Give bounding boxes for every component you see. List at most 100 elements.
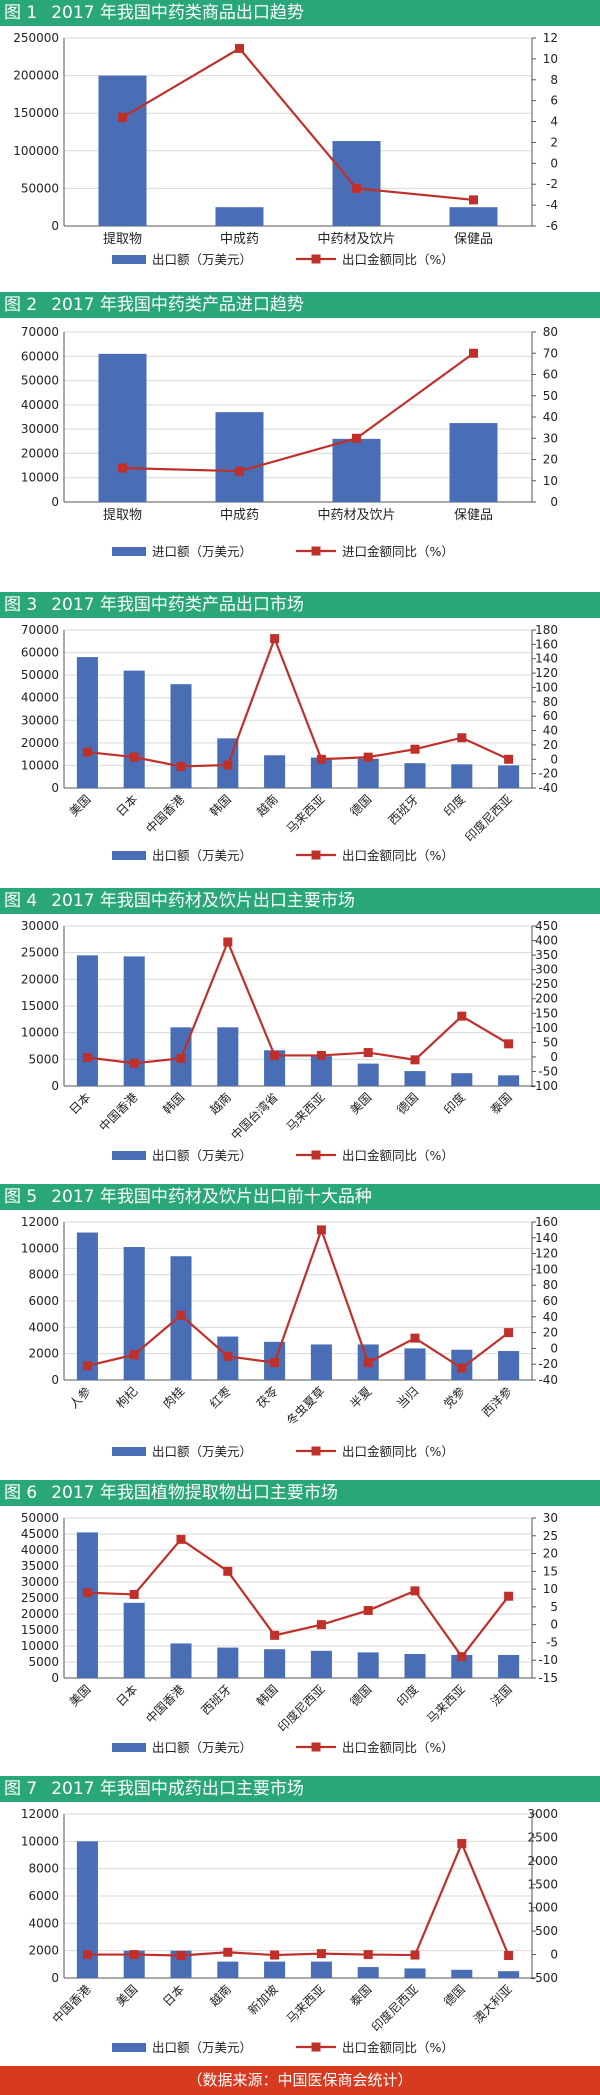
bar bbox=[404, 1348, 426, 1380]
left-tick-label: 30000 bbox=[21, 422, 59, 436]
bar bbox=[264, 755, 286, 788]
category-label: 马来西亚 bbox=[284, 1982, 328, 2026]
category-label: 印度 bbox=[440, 792, 468, 820]
figure-2-header: 图 2 2017 年我国中药类产品进口趋势 bbox=[0, 292, 600, 318]
bar bbox=[123, 1247, 145, 1380]
left-tick-label: 12000 bbox=[21, 1807, 59, 1821]
line-point bbox=[270, 1050, 280, 1060]
left-tick-label: 8000 bbox=[28, 1862, 59, 1876]
category-label: 中国香港 bbox=[143, 1682, 188, 1727]
category-label: 红枣 bbox=[206, 1384, 234, 1412]
category-label: 保健品 bbox=[454, 232, 493, 247]
bar bbox=[170, 1950, 192, 1978]
legend-line-marker bbox=[311, 850, 321, 860]
right-tick-label: 200 bbox=[535, 992, 558, 1006]
category-label: 日本 bbox=[113, 792, 140, 819]
right-tick-label: -40 bbox=[538, 1373, 558, 1387]
line-point bbox=[410, 1950, 420, 1960]
bar bbox=[357, 1967, 379, 1978]
left-tick-label: 15000 bbox=[21, 1623, 59, 1637]
left-tick-label: 0 bbox=[51, 1373, 59, 1387]
figure-5-panel: 图 5 2017 年我国中药材及饮片出口前十大品种 0 2000 4000 6000 80… bbox=[0, 1184, 600, 1466]
right-tick-label: -500 bbox=[531, 1971, 558, 1985]
legend-bar-label: 出口额（万美元） bbox=[152, 2040, 252, 2055]
category-label: 澳大利亚 bbox=[471, 1982, 515, 2026]
figure-6-chart: 0 5000 10000 15000 20000 25000 30000 35000 40000… bbox=[21, 1511, 558, 1755]
right-tick-label: 3000 bbox=[527, 1807, 558, 1821]
bar bbox=[76, 1532, 98, 1678]
right-tick-label: 100 bbox=[535, 680, 558, 694]
right-tick-label: 300 bbox=[535, 963, 558, 977]
category-label: 韩国 bbox=[253, 1682, 281, 1710]
figure-2-title: 2017 年我国中药类产品进口趋势 bbox=[51, 295, 304, 315]
figure-3-title: 2017 年我国中药类产品出口市场 bbox=[51, 595, 304, 615]
left-tick-label: 20000 bbox=[21, 1607, 59, 1621]
figure-3-chart: 0 10000 20000 30000 40000 50000 60000 70000 -40-… bbox=[21, 623, 558, 863]
category-label: 保健品 bbox=[454, 508, 493, 523]
left-tick-label: 10000 bbox=[21, 1026, 59, 1040]
figure-2-panel: 图 2 2017 年我国中药类产品进口趋势 0 10000 20000 30000 400… bbox=[0, 292, 600, 574]
category-label: 提取物 bbox=[103, 507, 142, 523]
left-tick-label: 5000 bbox=[28, 1052, 59, 1066]
right-tick-label: 250 bbox=[535, 977, 558, 991]
bar bbox=[76, 1841, 98, 1978]
left-tick-label: 150000 bbox=[13, 106, 59, 120]
legend-bar-swatch bbox=[112, 1151, 146, 1160]
line-point bbox=[504, 1039, 514, 1049]
line-point bbox=[504, 1328, 514, 1338]
figure-1-panel: 图 1 2017 年我国中药类商品出口趋势 0 50000 100000 150000 2… bbox=[0, 0, 600, 274]
right-tick-label: 180 bbox=[535, 623, 558, 637]
right-tick-label: 50 bbox=[543, 389, 558, 403]
line-point bbox=[223, 760, 233, 770]
right-tick-label: -10 bbox=[538, 1653, 558, 1667]
figure-3-panel: 图 3 2017 年我国中药类产品出口市场 0 10000 20000 30000 400… bbox=[0, 592, 600, 872]
right-tick-label: 30 bbox=[543, 431, 558, 445]
legend-bar-swatch bbox=[112, 2043, 146, 2052]
left-tick-label: 100000 bbox=[13, 144, 59, 158]
bar bbox=[310, 1344, 332, 1380]
bar bbox=[264, 1961, 286, 1978]
yoy-line bbox=[87, 939, 510, 1065]
line-point bbox=[129, 1589, 139, 1599]
line-point bbox=[410, 1586, 420, 1596]
category-label: 德国 bbox=[394, 1090, 422, 1118]
bar bbox=[404, 1071, 426, 1086]
bar bbox=[404, 763, 426, 788]
line-point bbox=[363, 1605, 373, 1615]
yoy-line bbox=[87, 635, 510, 768]
figure-4-header: 图 4 2017 年我国中药材及饮片出口主要市场 bbox=[0, 888, 600, 914]
figure-7-title: 2017 年我国中成药出口主要市场 bbox=[51, 1779, 304, 1799]
left-tick-label: 4000 bbox=[28, 1916, 59, 1930]
line-point bbox=[457, 1839, 467, 1849]
bar bbox=[310, 1056, 332, 1086]
line-point bbox=[316, 754, 326, 764]
line-point bbox=[176, 1534, 186, 1544]
bar bbox=[357, 1652, 379, 1678]
category-label: 肉桂 bbox=[160, 1384, 188, 1412]
legend-line-label: 出口金额同比（%） bbox=[342, 1444, 454, 1459]
figure-5-title: 2017 年我国中药材及饮片出口前十大品种 bbox=[51, 1187, 372, 1207]
category-label: 中成药 bbox=[220, 508, 259, 523]
left-tick-label: 70000 bbox=[21, 623, 59, 637]
category-label: 中国香港 bbox=[96, 1090, 141, 1135]
right-tick-label: 60 bbox=[543, 368, 558, 382]
source-footer: （数据来源：中国医保商会统计） bbox=[0, 2066, 600, 2095]
left-tick-label: 50000 bbox=[21, 668, 59, 682]
right-tick-label: 0 bbox=[550, 1341, 558, 1355]
figure-5-chart: 020004000600080001000012000-40-200204060… bbox=[21, 1215, 558, 1459]
category-label: 半夏 bbox=[347, 1384, 374, 1411]
line-point bbox=[316, 1050, 326, 1060]
line-point bbox=[469, 195, 478, 205]
category-label: 越南 bbox=[206, 1982, 234, 2010]
right-tick-label: 40 bbox=[543, 1310, 558, 1324]
left-tick-label: 40000 bbox=[21, 691, 59, 705]
legend-bar-label: 出口额（万美元） bbox=[152, 1148, 252, 1163]
figure-1-number: 图 1 bbox=[4, 3, 38, 23]
category-label: 中国台湾省 bbox=[228, 1090, 281, 1143]
bar bbox=[332, 438, 381, 502]
bar bbox=[123, 956, 145, 1086]
category-label: 美国 bbox=[67, 1682, 94, 1709]
right-tick-label: 160 bbox=[535, 1215, 558, 1229]
left-tick-label: 15000 bbox=[21, 999, 59, 1013]
